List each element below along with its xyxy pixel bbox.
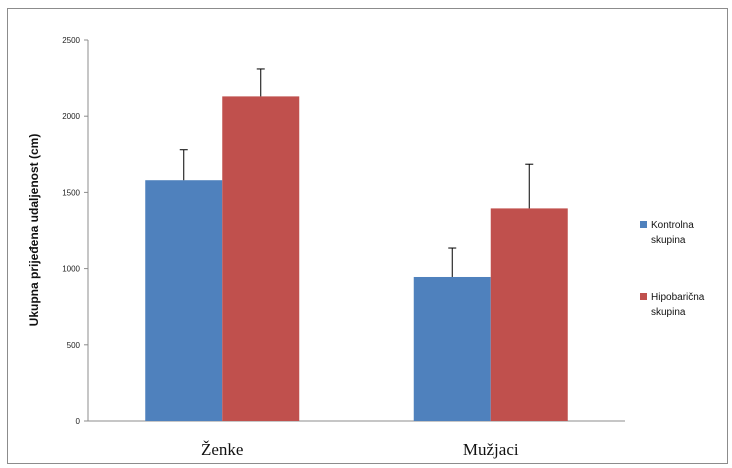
legend: Kontrolna skupina Hipobarična skupina <box>640 220 705 318</box>
y-tick-label: 500 <box>67 341 81 350</box>
error-bars <box>179 68 534 277</box>
legend-swatch <box>640 221 647 228</box>
y-tick-label: 1500 <box>62 188 80 197</box>
bar <box>413 276 491 421</box>
legend-label: skupina <box>651 307 686 318</box>
chart-frame <box>7 8 728 464</box>
category-label: Mužjaci <box>463 440 519 459</box>
y-tick-label: 0 <box>76 417 81 426</box>
bar <box>490 208 568 421</box>
bars <box>145 96 568 421</box>
bar <box>145 180 223 421</box>
legend-label: Kontrolna <box>651 220 694 231</box>
legend-label: skupina <box>651 235 686 246</box>
category-label: Ženke <box>201 440 243 459</box>
legend-label: Hipobarična <box>651 292 705 303</box>
y-axis-label: Ukupna prijeđena udaljenost (cm) <box>27 134 41 327</box>
y-ticks: 0 500 1000 1500 2000 2500 <box>62 36 88 426</box>
y-tick-label: 2500 <box>62 36 80 45</box>
category-labels: Ženke Mužjaci <box>201 440 519 459</box>
y-tick-label: 2000 <box>62 112 80 121</box>
bar <box>222 96 300 421</box>
y-tick-label: 1000 <box>62 265 80 274</box>
legend-swatch <box>640 293 647 300</box>
